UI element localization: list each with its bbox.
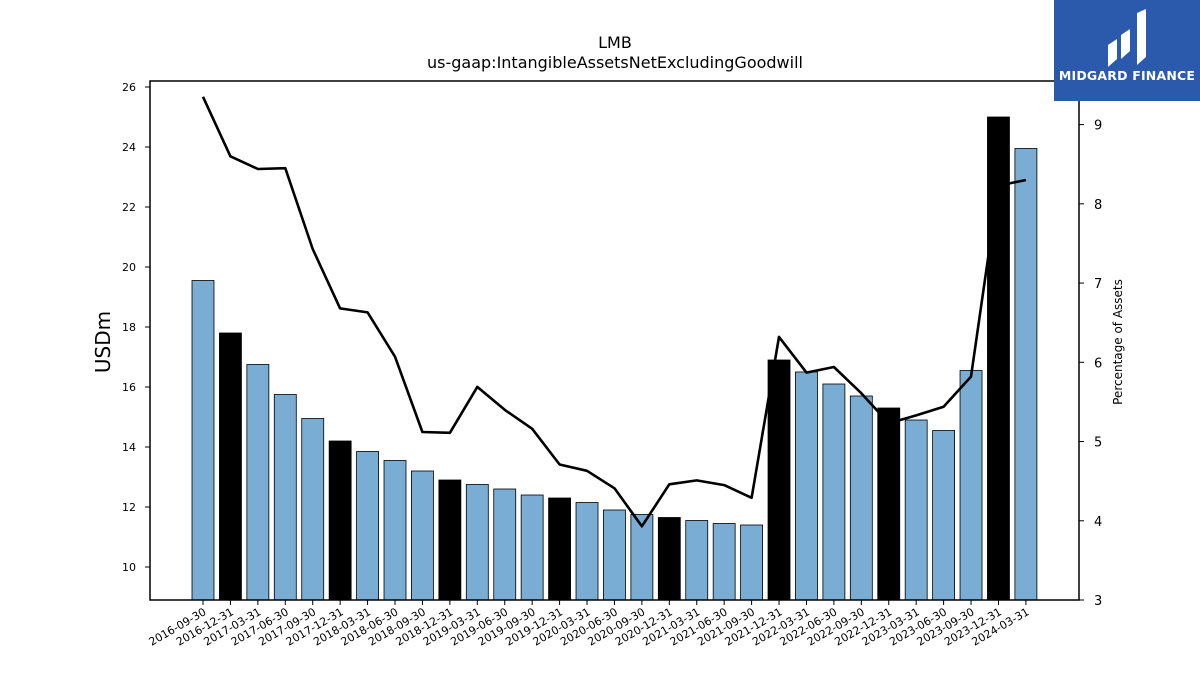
bar-2019-06-30	[493, 488, 517, 601]
y-tick-label: 12	[122, 501, 136, 514]
bar-2022-03-31	[795, 371, 818, 601]
bar-2024-03-31	[1014, 148, 1038, 601]
y-tick-label: 26	[122, 81, 136, 94]
y-tick-label: 18	[122, 321, 136, 334]
y-tick-label: 10	[122, 561, 136, 574]
bar-2017-06-30	[273, 394, 297, 601]
bar-2018-03-31	[356, 451, 379, 601]
y2-tick-label: 5	[1094, 436, 1102, 451]
bar-2021-12-31	[767, 359, 791, 601]
logo-text: MIDGARD FINANCE	[1058, 68, 1196, 83]
bar-series	[191, 116, 1038, 601]
chart-title: LMB	[598, 33, 632, 52]
bar-2018-06-30	[383, 460, 407, 601]
y-tick-label: 24	[122, 141, 136, 154]
y2-tick-label: 6	[1094, 356, 1102, 371]
bar-2017-12-31	[328, 440, 352, 601]
bar-2020-03-31	[575, 502, 599, 601]
logo-icon	[1108, 9, 1146, 67]
bar-2016-12-31	[219, 332, 242, 601]
y2-tick-label: 7	[1094, 277, 1102, 292]
bar-2018-12-31	[438, 479, 462, 601]
chart-subtitle: us-gaap:IntangibleAssetsNetExcludingGood…	[427, 53, 803, 72]
y2-axis-label: Percentage of Assets	[1111, 279, 1125, 405]
bar-2018-09-30	[411, 470, 434, 601]
y-tick-label: 20	[122, 261, 136, 274]
y-tick-label: 16	[122, 381, 136, 394]
bar-2017-03-31	[246, 364, 270, 601]
bar-2022-06-30	[822, 383, 846, 601]
right-axis: 3 4 5 6 7 8 9	[1079, 119, 1102, 609]
bar-2023-09-30	[959, 370, 983, 601]
y2-tick-label: 9	[1094, 119, 1102, 134]
left-axis: 10 12 14 16 18 20 22 24 26	[122, 81, 150, 574]
y-tick-label: 22	[122, 201, 136, 214]
brand-logo: MIDGARD FINANCE	[1054, 0, 1200, 101]
bar-2019-12-31	[548, 497, 571, 601]
y2-tick-label: 3	[1094, 594, 1102, 609]
bar-2019-03-31	[465, 484, 489, 601]
y2-tick-label: 8	[1094, 198, 1102, 213]
bar-2023-03-31	[904, 419, 928, 601]
y-axis-label: USDm	[91, 311, 115, 373]
y2-tick-label: 4	[1094, 515, 1102, 530]
bar-2021-03-31	[685, 520, 709, 601]
line-series	[201, 96, 1027, 528]
bar-2016-09-30	[191, 280, 215, 601]
bar-2022-12-31	[877, 407, 901, 601]
bar-2021-09-30	[740, 524, 763, 601]
bar-2020-12-31	[657, 517, 681, 601]
bar-2023-06-30	[932, 430, 956, 601]
bar-2020-06-30	[603, 509, 626, 601]
percentage-line	[201, 96, 1027, 528]
bar-2021-06-30	[712, 523, 736, 601]
y-tick-label: 14	[122, 441, 136, 454]
bar-2022-09-30	[849, 395, 873, 601]
x-axis: 2016-09-302016-12-312017-03-312017-06-30…	[147, 600, 1031, 649]
bar-2017-09-30	[301, 418, 325, 601]
plot-frame	[149, 80, 1080, 601]
bar-2019-09-30	[520, 494, 544, 601]
